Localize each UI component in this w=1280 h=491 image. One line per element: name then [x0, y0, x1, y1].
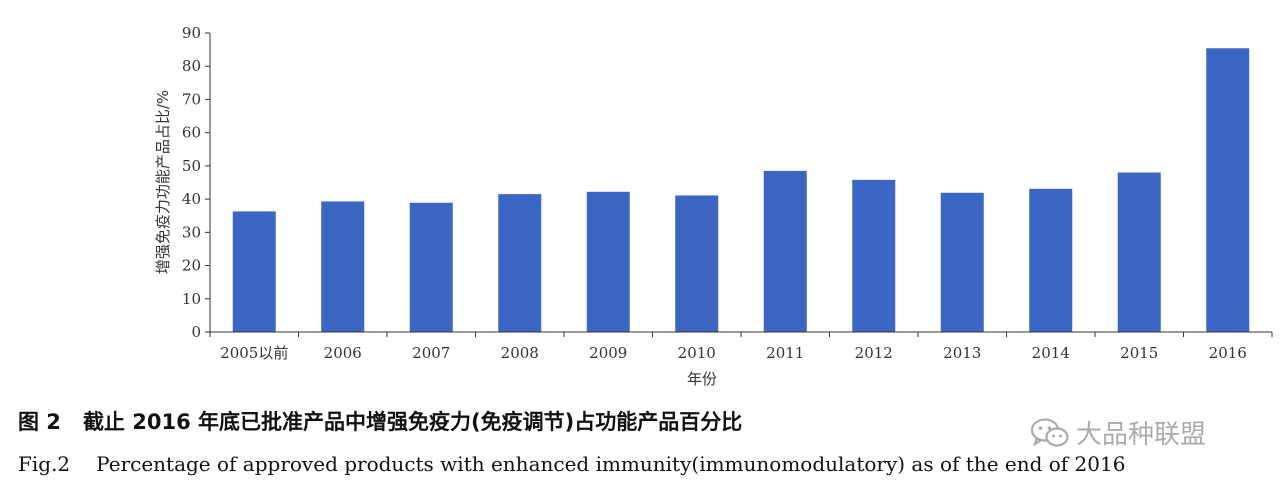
x-tick-label: 2016	[1209, 344, 1247, 362]
y-tick-label: 10	[182, 290, 201, 308]
bar	[321, 201, 365, 332]
bar	[852, 179, 896, 332]
watermark: 大品种联盟	[1030, 414, 1206, 451]
figure-number-english: Fig.2	[18, 452, 71, 476]
wechat-icon	[1030, 417, 1069, 447]
x-tick-label: 2006	[324, 344, 362, 362]
x-tick-label: 2014	[1032, 344, 1070, 362]
y-axis-ticks: 0 10 20 30 40 50 60 70 80 90	[182, 24, 210, 341]
y-tick-label: 50	[182, 157, 201, 175]
figure-number-chinese: 图 2	[18, 410, 61, 434]
bar	[409, 202, 453, 332]
x-tick-label: 2012	[855, 344, 893, 362]
y-axis-title: 增强免疫力功能产品占比/%	[154, 90, 172, 274]
watermark-text: 大品种联盟	[1076, 420, 1207, 450]
bar	[1206, 48, 1250, 332]
x-axis-ticks: 2005以前 2006 2007 2008 2009 2010 2011 2012 2013 20…	[209, 332, 1273, 362]
y-tick-label: 20	[182, 257, 201, 275]
x-tick-label: 2007	[412, 344, 450, 362]
y-tick-label: 40	[182, 190, 201, 208]
bars	[232, 48, 1250, 332]
x-tick-label: 2008	[501, 344, 539, 362]
y-tick-label: 70	[182, 90, 201, 108]
figure-title-chinese: 截止 2016 年底已批准产品中增强免疫力(免疫调节)占功能产品百分比	[82, 410, 743, 434]
figure-title-english: Percentage of approved products with enh…	[96, 452, 1126, 476]
bar	[586, 191, 630, 332]
figure-caption-chinese: 图 2 截止 2016 年底已批准产品中增强免疫力(免疫调节)占功能产品百分比	[18, 406, 742, 436]
y-tick-label: 30	[182, 223, 201, 241]
figure-caption-english: Fig.2 Percentage of approved products wit…	[18, 452, 1125, 476]
x-tick-label: 2009	[589, 344, 627, 362]
bar	[675, 195, 719, 332]
y-tick-label: 0	[191, 323, 201, 341]
bar	[763, 170, 807, 332]
x-axis-title: 年份	[687, 370, 717, 388]
bar	[1117, 172, 1161, 332]
x-tick-label: 2010	[678, 344, 716, 362]
bar	[940, 192, 984, 332]
x-tick-label: 2011	[766, 344, 804, 362]
x-tick-label: 2015	[1120, 344, 1158, 362]
x-tick-label: 2013	[943, 344, 981, 362]
bar	[498, 194, 542, 332]
bar	[232, 211, 276, 332]
y-tick-label: 90	[182, 24, 201, 42]
bar	[1029, 188, 1073, 332]
y-tick-label: 80	[182, 57, 201, 75]
x-tick-label: 2005以前	[220, 344, 288, 362]
y-tick-label: 60	[182, 124, 201, 142]
